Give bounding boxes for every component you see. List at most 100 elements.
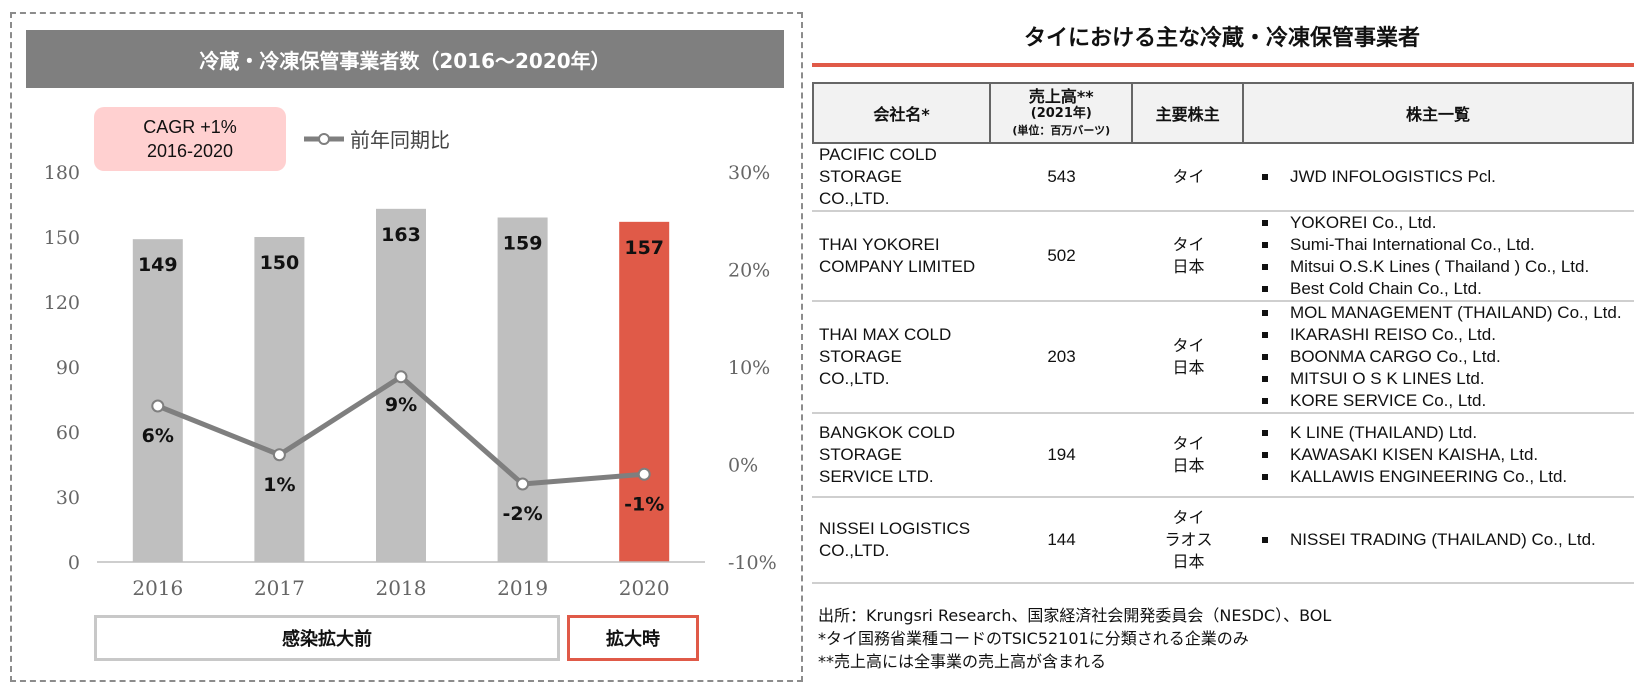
table-row: THAI MAX COLD STORAGE CO.,LTD. 203 タイ 日本… bbox=[812, 302, 1634, 414]
holder-name: KALLAWIS ENGINEERING Co., Ltd. bbox=[1290, 467, 1568, 486]
country: 日本 bbox=[1172, 456, 1205, 475]
x-axis-tick-label: 2019 bbox=[497, 576, 548, 600]
bullet-icon bbox=[1262, 242, 1268, 248]
company-name-line: STORAGE bbox=[819, 347, 902, 366]
chart-panel bbox=[10, 12, 803, 682]
holder-name: JWD INFOLOGISTICS Pcl. bbox=[1290, 167, 1496, 186]
company-name: THAI YOKOREI COMPANY LIMITED bbox=[812, 212, 990, 300]
footnote-source: 出所：Krungsri Research、国家経済社会開発委員会（NESDC）、… bbox=[818, 606, 1332, 625]
company-name-line: STORAGE bbox=[819, 167, 902, 186]
company-name-line: BANGKOK COLD bbox=[819, 423, 956, 442]
y2-axis-tick-label: 30% bbox=[728, 162, 770, 184]
bullet-icon bbox=[1262, 264, 1268, 270]
holder-item: KAWASAKI KISEN KAISHA, Ltd. bbox=[1262, 444, 1538, 466]
header-sales: 売上高** (2021年) (単位：百万バーツ) bbox=[991, 84, 1134, 142]
bullet-icon bbox=[1262, 398, 1268, 404]
holder-item: KALLAWIS ENGINEERING Co., Ltd. bbox=[1262, 466, 1567, 488]
holder-item: Mitsui O.S.K Lines ( Thailand ) Co., Ltd… bbox=[1262, 256, 1589, 278]
bar-value-label: 149 bbox=[138, 254, 178, 276]
sales-value: 502 bbox=[1047, 246, 1076, 265]
company-name: PACIFIC COLD STORAGE CO.,LTD. bbox=[812, 144, 990, 210]
bullet-icon bbox=[1262, 220, 1268, 226]
footnote-company-scope: *タイ国務省業種コードのTSIC52101に分類される企業のみ bbox=[818, 629, 1249, 648]
bullet-icon bbox=[1262, 376, 1268, 382]
header-sales-year: (2021年) bbox=[1030, 105, 1092, 121]
header-company: 会社名* bbox=[814, 84, 992, 142]
x-axis-tick-label: 2020 bbox=[619, 576, 670, 600]
country: ラオス bbox=[1164, 530, 1213, 549]
company-name-line: STORAGE bbox=[819, 445, 902, 464]
table-row: BANGKOK COLD STORAGE SERVICE LTD. 194 タイ… bbox=[812, 414, 1634, 498]
bar-value-label: 150 bbox=[260, 252, 300, 274]
footnote-sales-scope: **売上高には全事業の売上高が含まれる bbox=[818, 652, 1107, 671]
legend-label: 前年同期比 bbox=[350, 128, 450, 152]
bullet-icon bbox=[1262, 452, 1268, 458]
x-axis-tick-label: 2018 bbox=[376, 576, 427, 600]
bar-value-label: 163 bbox=[381, 224, 421, 246]
holder-item: KORE SERVICE Co., Ltd. bbox=[1262, 390, 1486, 412]
y-axis-tick-label: 90 bbox=[56, 357, 80, 379]
holder-name: BOONMA CARGO Co., Ltd. bbox=[1290, 347, 1501, 366]
yoy-point bbox=[516, 477, 530, 491]
holder-item: Sumi-Thai International Co., Ltd. bbox=[1262, 234, 1535, 256]
bullet-icon bbox=[1262, 174, 1268, 180]
holder-name: MITSUI O S K LINES Ltd. bbox=[1290, 369, 1485, 388]
country: タイ bbox=[1172, 434, 1205, 453]
cagr-period: 2016-2020 bbox=[146, 141, 234, 161]
chart-legend: 前年同期比 bbox=[302, 124, 450, 153]
company-name-line: THAI MAX COLD bbox=[819, 325, 952, 344]
y2-axis-tick-label: 20% bbox=[728, 260, 770, 282]
x-axis-tick-label: 2017 bbox=[254, 576, 305, 600]
table-row: PACIFIC COLD STORAGE CO.,LTD. 543 タイ JWD… bbox=[812, 144, 1634, 212]
shareholder-country: タイ bbox=[1133, 144, 1244, 210]
company-name-line: NISSEI LOGISTICS bbox=[819, 519, 971, 538]
country: タイ bbox=[1172, 167, 1205, 186]
y-axis-tick-label: 30 bbox=[56, 487, 80, 509]
country: タイ bbox=[1172, 508, 1205, 527]
yoy-value-label: -1% bbox=[624, 493, 664, 515]
bar-value-label: 159 bbox=[503, 233, 543, 255]
holder-name: KAWASAKI KISEN KAISHA, Ltd. bbox=[1290, 445, 1539, 464]
country: タイ bbox=[1172, 336, 1205, 355]
holder-name: Sumi-Thai International Co., Ltd. bbox=[1290, 235, 1535, 254]
company-name: BANGKOK COLD STORAGE SERVICE LTD. bbox=[812, 414, 990, 496]
holder-name: MOL MANAGEMENT (THAILAND) Co., Ltd. bbox=[1290, 303, 1622, 322]
shareholder-country: タイ ラオス 日本 bbox=[1133, 498, 1244, 582]
y-axis-tick-label: 60 bbox=[56, 422, 80, 444]
bullet-icon bbox=[1262, 286, 1268, 292]
company-name: THAI MAX COLD STORAGE CO.,LTD. bbox=[812, 302, 990, 412]
header-sales-title: 売上高** bbox=[1028, 86, 1094, 106]
sales-value: 194 bbox=[1047, 445, 1076, 464]
holder-item: MOL MANAGEMENT (THAILAND) Co., Ltd. bbox=[1262, 302, 1622, 324]
shareholder-country: タイ 日本 bbox=[1133, 302, 1244, 412]
holder-name: NISSEI TRADING (THAILAND) Co., Ltd. bbox=[1290, 530, 1596, 549]
header-holder-list: 株主一覧 bbox=[1405, 105, 1470, 124]
y-axis-tick-label: 180 bbox=[44, 162, 80, 184]
shareholder-country: タイ 日本 bbox=[1133, 414, 1244, 496]
title-divider bbox=[812, 63, 1634, 67]
chart-title: 冷蔵・冷凍保管事業者数（2016～2020年） bbox=[26, 30, 784, 88]
country: 日本 bbox=[1172, 358, 1205, 377]
holder-item: JWD INFOLOGISTICS Pcl. bbox=[1262, 166, 1496, 188]
bar bbox=[497, 217, 548, 562]
cagr-badge: CAGR +1% 2016-2020 bbox=[94, 107, 286, 171]
yoy-point bbox=[272, 448, 286, 462]
bullet-icon bbox=[1262, 537, 1268, 543]
holder-list: K LINE (THAILAND) Ltd. KAWASAKI KISEN KA… bbox=[1244, 414, 1634, 496]
yoy-point bbox=[151, 399, 165, 413]
yoy-point bbox=[394, 370, 408, 384]
bar bbox=[254, 237, 305, 562]
holder-name: YOKOREI Co., Ltd. bbox=[1290, 213, 1437, 232]
yoy-value-label: 9% bbox=[385, 394, 417, 416]
holder-name: IKARASHI REISO Co., Ltd. bbox=[1290, 325, 1496, 344]
table-row: THAI YOKOREI COMPANY LIMITED 502 タイ 日本 Y… bbox=[812, 212, 1634, 302]
bullet-icon bbox=[1262, 354, 1268, 360]
cagr-value: CAGR +1% bbox=[143, 117, 237, 137]
bullet-icon bbox=[1262, 474, 1268, 480]
holder-name: Best Cold Chain Co., Ltd. bbox=[1290, 279, 1482, 298]
bar-value-label: 157 bbox=[624, 237, 664, 259]
holder-name: Mitsui O.S.K Lines ( Thailand ) Co., Ltd… bbox=[1290, 257, 1590, 276]
holder-item: NISSEI TRADING (THAILAND) Co., Ltd. bbox=[1262, 529, 1596, 551]
holder-list: MOL MANAGEMENT (THAILAND) Co., Ltd. IKAR… bbox=[1244, 302, 1634, 412]
